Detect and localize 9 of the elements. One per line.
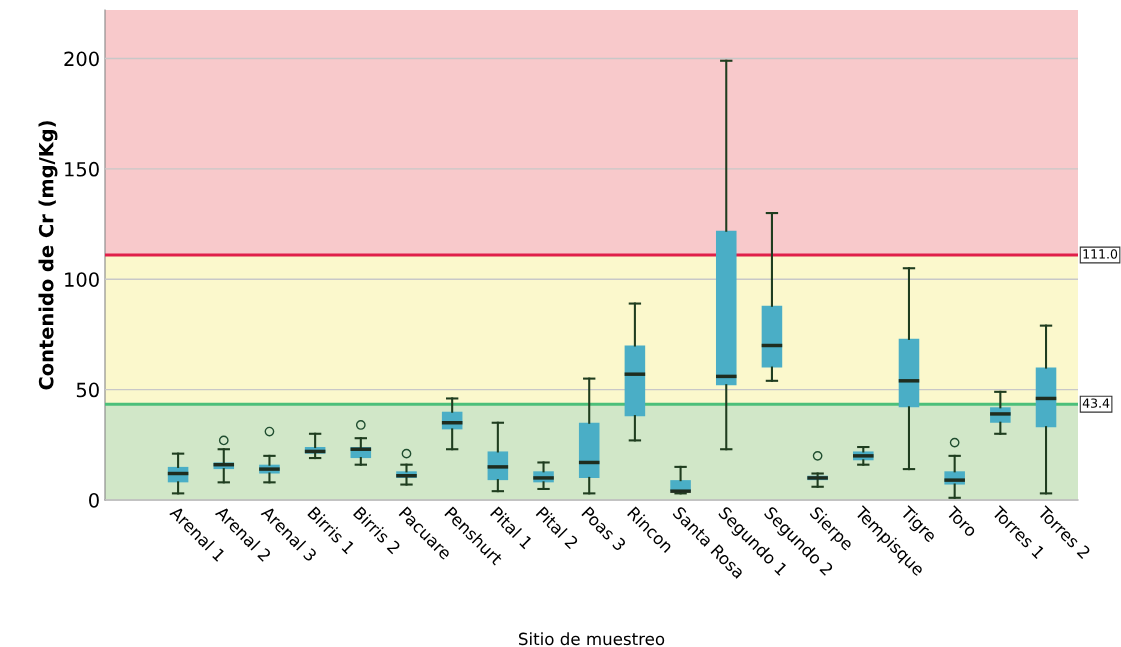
ref-line-label: 111.0 (1083, 249, 1118, 259)
y-tick-label: 50 (76, 382, 99, 398)
y-tick-label: 0 (89, 492, 99, 508)
y-tick-label: 150 (65, 161, 99, 177)
y-axis-title: Contenido de Cr (mg/Kg) (38, 121, 58, 390)
ref-line-label: 43.4 (1082, 398, 1110, 408)
y-tick-label: 200 (64, 51, 99, 67)
x-axis-title: Sitio de muestreo (519, 632, 665, 646)
y-tick-label: 100 (65, 272, 99, 287)
